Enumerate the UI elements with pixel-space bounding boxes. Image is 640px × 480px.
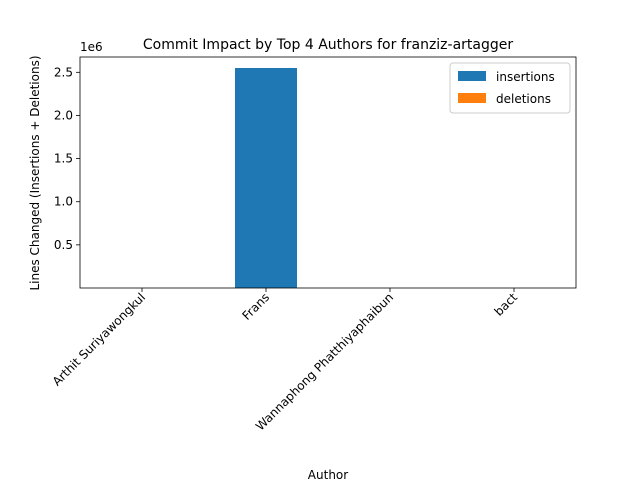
y-tick-label-4: 2.5 <box>54 65 73 79</box>
legend: insertions deletions <box>449 62 571 114</box>
legend-swatch-insertions <box>458 71 486 81</box>
chart-title: Commit Impact by Top 4 Authors for franz… <box>143 37 514 53</box>
plot-frame <box>79 56 577 289</box>
bars-layer <box>235 68 297 288</box>
y-axis-label: Lines Changed (Insertions + Deletions) <box>28 55 42 290</box>
y-tick-label-2: 1.5 <box>54 152 73 166</box>
y-offset-label: 1e6 <box>80 40 103 54</box>
legend-swatch-deletions <box>458 93 486 103</box>
y-tick-label-0: 0.5 <box>54 238 73 252</box>
legend-label-deletions: deletions <box>496 92 551 106</box>
bar-insertions-1 <box>235 68 297 288</box>
legend-label-insertions: insertions <box>496 70 555 84</box>
y-tick-label-1: 1.0 <box>54 195 73 209</box>
y-tick-label-3: 2.0 <box>54 108 73 122</box>
x-axis-label: Author <box>308 468 348 480</box>
y-axis: 0.5 1.0 1.5 2.0 2.5 <box>54 65 80 252</box>
